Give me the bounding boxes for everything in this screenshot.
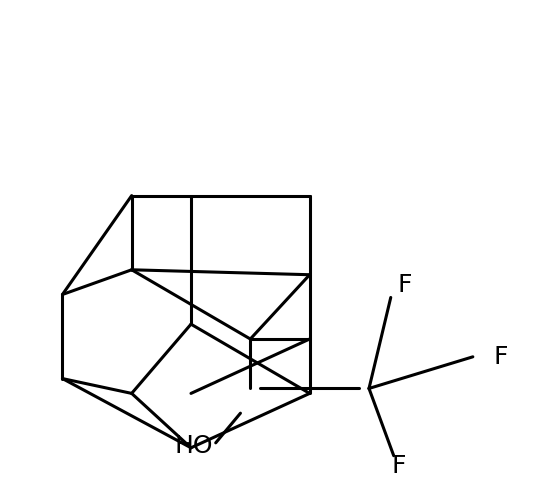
Text: F: F xyxy=(391,453,406,477)
Text: F: F xyxy=(493,345,508,369)
Text: F: F xyxy=(398,273,412,297)
Text: HO: HO xyxy=(175,434,213,458)
